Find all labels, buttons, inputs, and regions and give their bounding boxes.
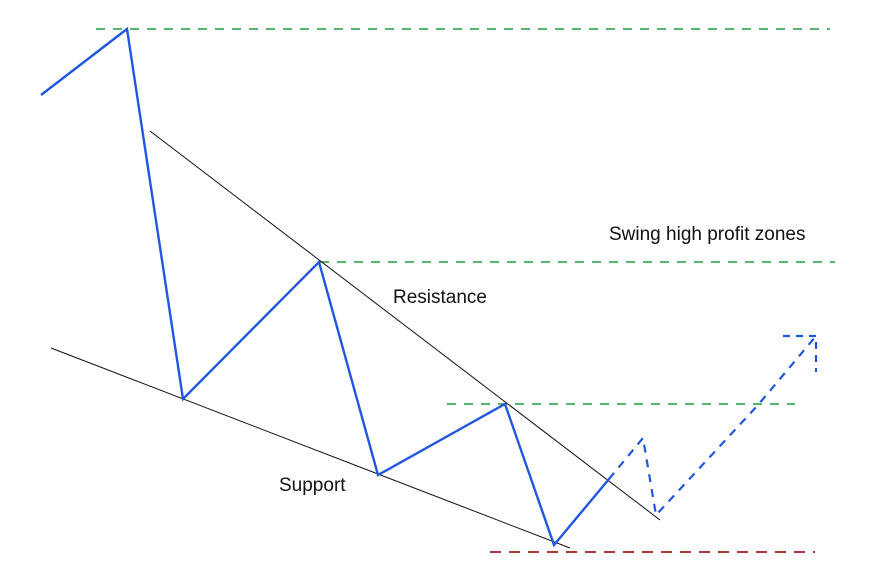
support-line bbox=[50, 347, 571, 549]
price-path bbox=[40, 26, 610, 548]
resistance-line bbox=[149, 130, 661, 521]
resistance-label: Resistance bbox=[393, 287, 487, 308]
projected-arrow-head-icon bbox=[783, 334, 818, 372]
projected-price-path bbox=[608, 335, 817, 518]
support-label: Support bbox=[279, 475, 346, 496]
swing-high-profit-zones-label: Swing high profit zones bbox=[609, 224, 806, 245]
